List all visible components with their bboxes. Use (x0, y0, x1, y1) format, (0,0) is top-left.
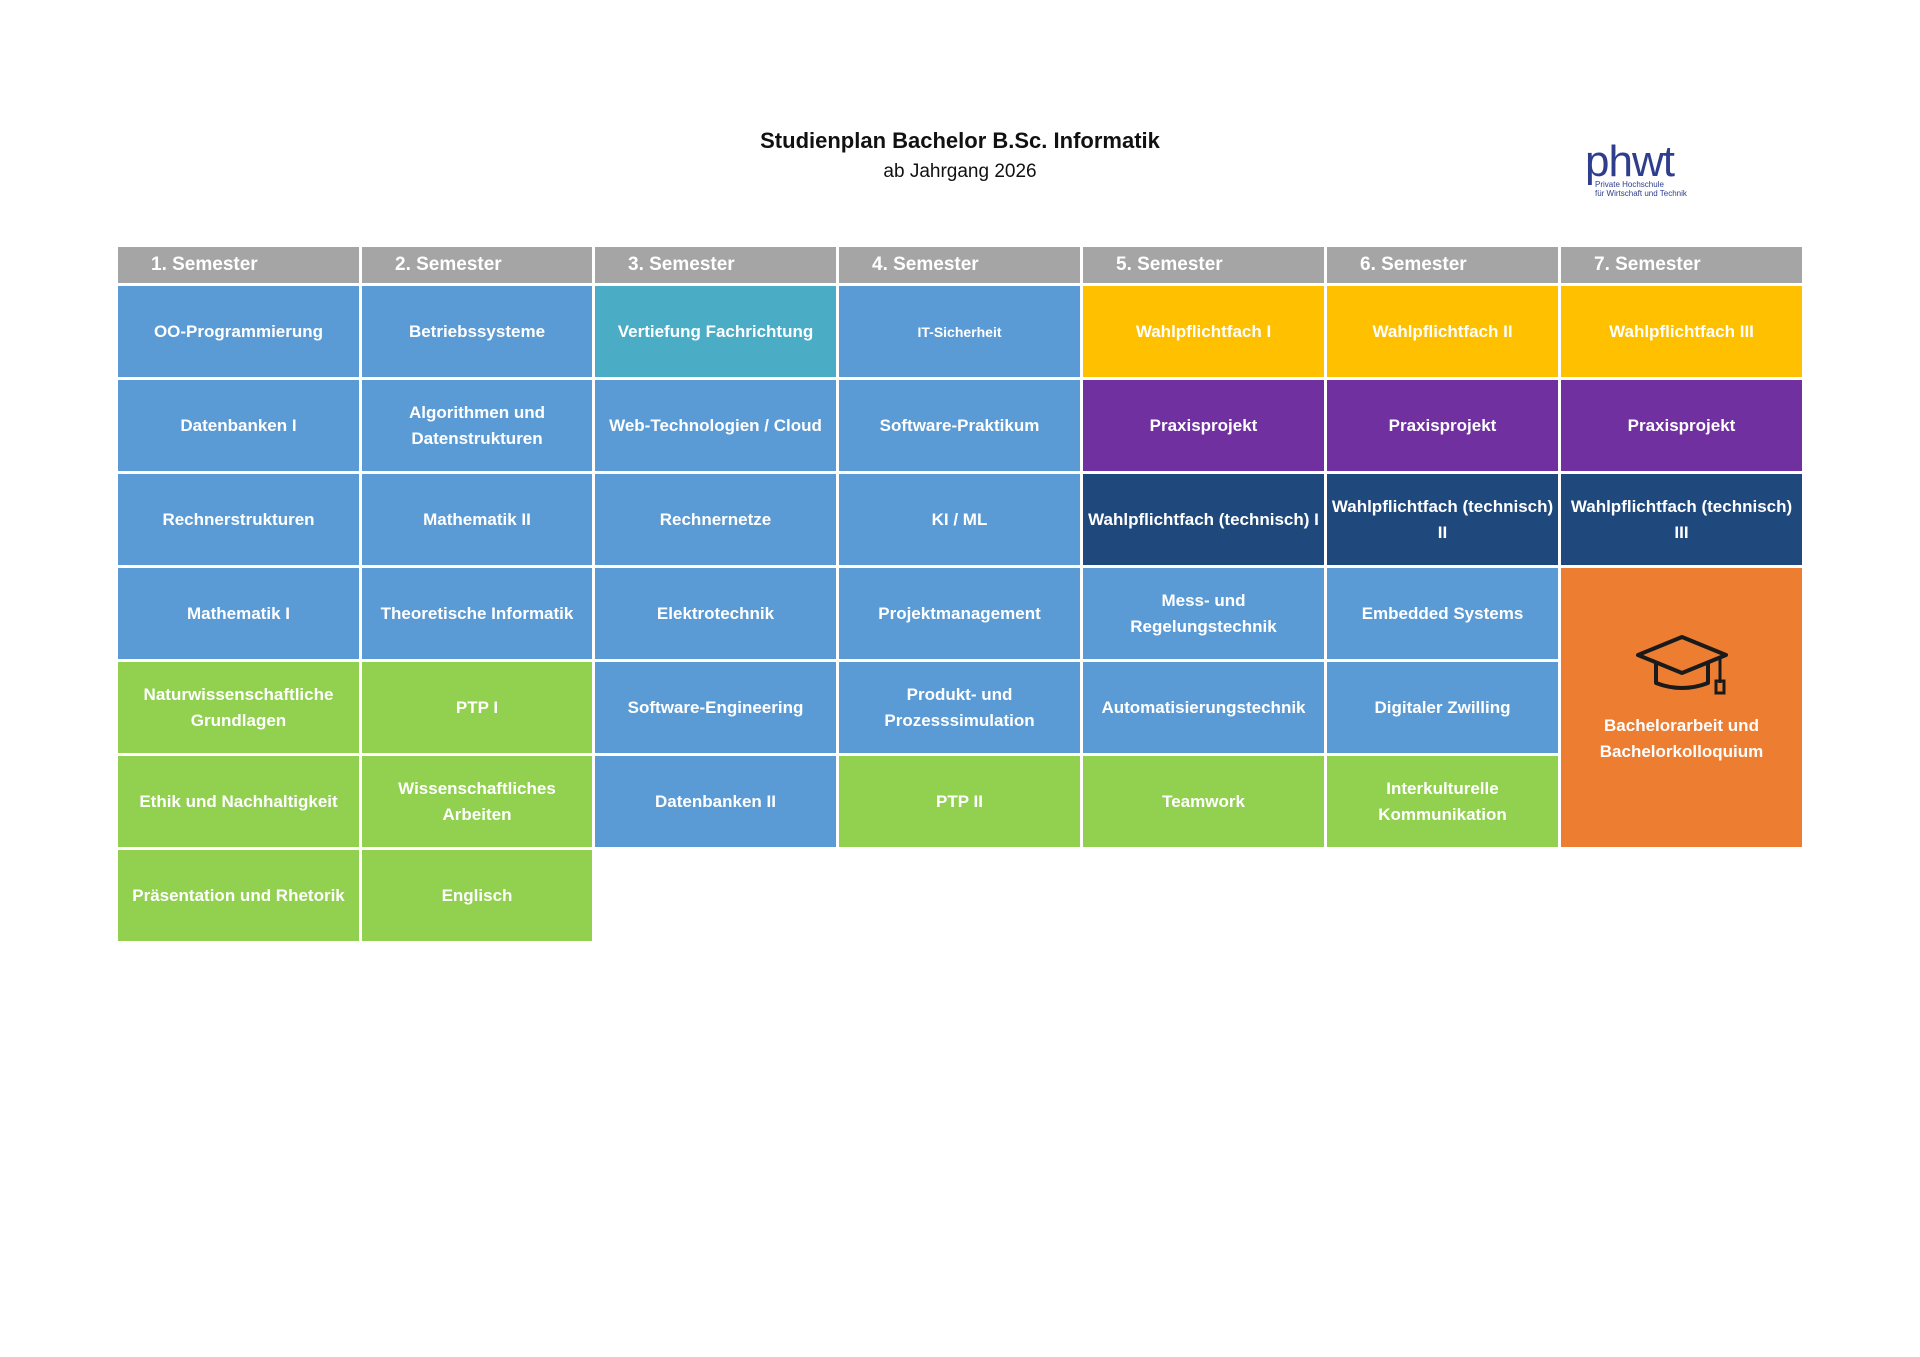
module-cell: Embedded Systems (1327, 568, 1558, 659)
semester-header-5: 5. Semester (1083, 247, 1324, 283)
module-cell: Wahlpflichtfach III (1561, 286, 1802, 377)
module-cell: Englisch (362, 850, 592, 941)
semester-header-7: 7. Semester (1561, 247, 1802, 283)
logo-tagline: Private Hochschule für Wirtschaft und Te… (1595, 180, 1687, 198)
module-cell: Wahlpflichtfach (technisch) III (1561, 474, 1802, 565)
module-cell: PTP II (839, 756, 1080, 847)
module-cell: Produkt- und Prozesssimulation (839, 662, 1080, 753)
module-cell: Datenbanken II (595, 756, 836, 847)
module-cell: Mathematik I (118, 568, 359, 659)
module-cell: Praxisprojekt (1327, 380, 1558, 471)
logo-wordmark: phwt (1585, 137, 1675, 186)
module-cell: OO-Programmierung (118, 286, 359, 377)
module-cell: Vertiefung Fachrichtung (595, 286, 836, 377)
page-title: Studienplan Bachelor B.Sc. Informatik (760, 128, 1160, 153)
module-label: Bachelorarbeit und Bachelorkolloquium (1599, 715, 1764, 761)
module-cell: Rechnerstrukturen (118, 474, 359, 565)
module-cell: Digitaler Zwilling (1327, 662, 1558, 753)
module-cell: KI / ML (839, 474, 1080, 565)
study-plan-table: 1. Semester 2. Semester 3. Semester 4. S… (118, 247, 1802, 941)
logo-tagline-line-2: für Wirtschaft und Technik (1595, 189, 1687, 198)
phwt-logo: phwt Private Hochschule für Wirtschaft u… (1585, 140, 1735, 202)
semester-header-1: 1. Semester (118, 247, 359, 283)
module-cell: Naturwissenschaftliche Grundlagen (118, 662, 359, 753)
module-cell: Wahlpflichtfach II (1327, 286, 1558, 377)
semester-header-4: 4. Semester (839, 247, 1080, 283)
module-cell: Praxisprojekt (1083, 380, 1324, 471)
module-cell: Rechnernetze (595, 474, 836, 565)
module-cell: Software-Praktikum (839, 380, 1080, 471)
module-cell: Software-Engineering (595, 662, 836, 753)
module-cell: Algorithmen und Datenstrukturen (362, 380, 592, 471)
semester-header-2: 2. Semester (362, 247, 592, 283)
module-cell: Wahlpflichtfach I (1083, 286, 1324, 377)
module-cell: Wissenschaftliches Arbeiten (362, 756, 592, 847)
module-cell: Wahlpflichtfach (technisch) I (1083, 474, 1324, 565)
module-cell: Teamwork (1083, 756, 1324, 847)
module-cell: Projektmanagement (839, 568, 1080, 659)
module-cell: Praxisprojekt (1561, 380, 1802, 471)
semester-header-6: 6. Semester (1327, 247, 1558, 283)
module-cell: Interkulturelle Kommunikation (1327, 756, 1558, 847)
module-cell: Betriebssysteme (362, 286, 592, 377)
page-subtitle: ab Jahrgang 2026 (883, 161, 1037, 182)
module-cell: Mathematik II (362, 474, 592, 565)
logo-tagline-line-1: Private Hochschule (1595, 180, 1664, 189)
module-cell: Ethik und Nachhaltigkeit (118, 756, 359, 847)
module-cell: Wahlpflichtfach (technisch) II (1327, 474, 1558, 565)
module-cell: Web-Technologien / Cloud (595, 380, 836, 471)
module-cell: IT-Sicherheit (839, 286, 1080, 377)
module-cell: PTP I (362, 662, 592, 753)
graduation-cap-icon (1635, 634, 1728, 694)
module-cell: Präsentation und Rhetorik (118, 850, 359, 941)
bachelor-thesis-cell: Bachelorarbeit und Bachelorkolloquium (1561, 568, 1802, 847)
module-cell: Mess- und Regelungstechnik (1083, 568, 1324, 659)
module-cell: Automatisierungstechnik (1083, 662, 1324, 753)
module-cell: Datenbanken I (118, 380, 359, 471)
module-cell: Elektrotechnik (595, 568, 836, 659)
module-cell: Theoretische Informatik (362, 568, 592, 659)
semester-header-3: 3. Semester (595, 247, 836, 283)
